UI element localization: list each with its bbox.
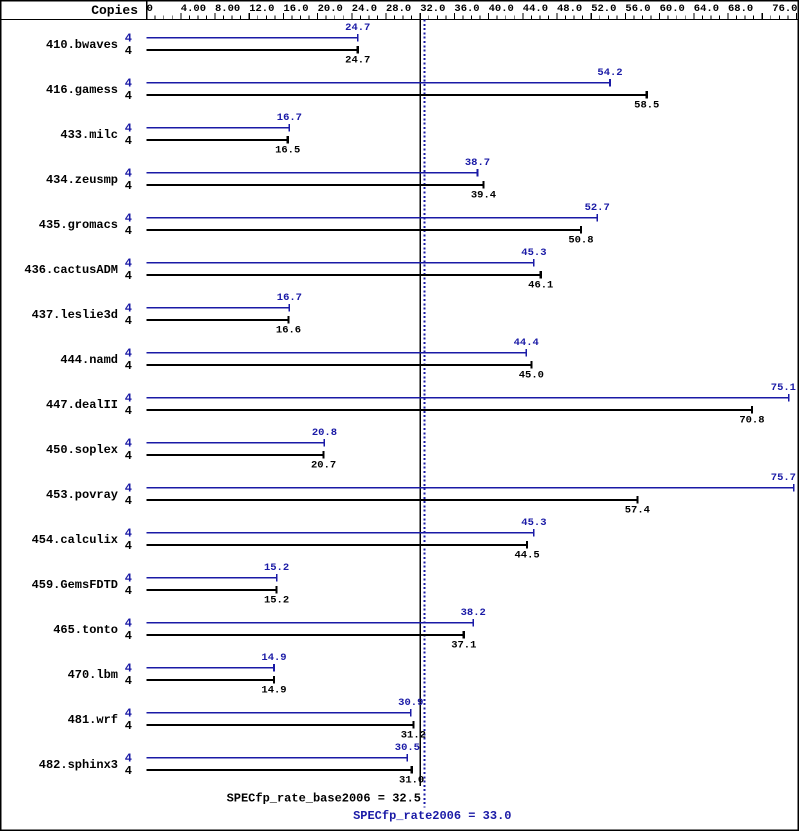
svg-text:16.7: 16.7	[277, 112, 302, 124]
svg-text:4: 4	[125, 269, 132, 283]
svg-text:57.4: 57.4	[625, 505, 650, 517]
svg-text:24.7: 24.7	[345, 55, 370, 67]
svg-text:16.6: 16.6	[276, 325, 301, 337]
svg-text:70.8: 70.8	[739, 415, 764, 427]
svg-text:15.2: 15.2	[264, 562, 289, 574]
svg-text:4: 4	[125, 404, 132, 418]
svg-text:SPECfp_rate_base2006 = 32.5: SPECfp_rate_base2006 = 32.5	[227, 792, 421, 806]
svg-text:20.7: 20.7	[311, 460, 336, 472]
svg-text:444.namd: 444.namd	[60, 353, 118, 367]
svg-text:SPECfp_rate2006 = 33.0: SPECfp_rate2006 = 33.0	[353, 809, 511, 823]
svg-text:20.8: 20.8	[312, 427, 337, 439]
svg-text:447.dealII: 447.dealII	[46, 398, 118, 412]
svg-text:52.7: 52.7	[585, 202, 610, 214]
svg-text:68.0: 68.0	[728, 3, 753, 15]
svg-text:38.7: 38.7	[465, 157, 490, 169]
svg-text:38.2: 38.2	[461, 607, 486, 619]
svg-text:14.9: 14.9	[261, 685, 286, 697]
svg-text:16.7: 16.7	[277, 292, 302, 304]
svg-text:8.00: 8.00	[215, 3, 240, 15]
svg-text:46.1: 46.1	[528, 280, 553, 292]
svg-text:45.0: 45.0	[519, 370, 544, 382]
svg-text:481.wrf: 481.wrf	[68, 713, 118, 727]
svg-text:45.3: 45.3	[521, 517, 546, 529]
svg-text:433.milc: 433.milc	[60, 128, 118, 142]
svg-text:31.0: 31.0	[399, 775, 424, 787]
svg-text:12.0: 12.0	[249, 3, 274, 15]
svg-text:436.cactusADM: 436.cactusADM	[24, 263, 118, 277]
svg-text:52.0: 52.0	[591, 3, 616, 15]
svg-text:470.lbm: 470.lbm	[68, 668, 118, 682]
svg-text:24.0: 24.0	[352, 3, 377, 15]
svg-text:44.4: 44.4	[514, 337, 539, 349]
svg-text:450.soplex: 450.soplex	[46, 443, 118, 457]
svg-text:28.0: 28.0	[386, 3, 411, 15]
svg-text:Copies: Copies	[91, 3, 138, 18]
svg-text:54.2: 54.2	[597, 67, 622, 79]
svg-text:16.0: 16.0	[283, 3, 308, 15]
svg-text:50.8: 50.8	[568, 235, 593, 247]
svg-text:40.0: 40.0	[489, 3, 514, 15]
svg-text:76.0: 76.0	[772, 3, 797, 15]
svg-text:454.calculix: 454.calculix	[32, 533, 118, 547]
svg-text:4: 4	[125, 359, 132, 373]
svg-text:4: 4	[125, 224, 132, 238]
svg-text:4: 4	[125, 494, 132, 508]
svg-text:4: 4	[125, 89, 132, 103]
svg-text:44.0: 44.0	[523, 3, 548, 15]
svg-text:4: 4	[125, 179, 132, 193]
svg-text:30.5: 30.5	[395, 742, 420, 754]
svg-text:44.5: 44.5	[514, 550, 539, 562]
svg-text:453.povray: 453.povray	[46, 488, 118, 502]
svg-text:4: 4	[125, 44, 132, 58]
svg-text:465.tonto: 465.tonto	[53, 623, 118, 637]
svg-text:32.0: 32.0	[420, 3, 445, 15]
svg-text:37.1: 37.1	[451, 640, 476, 652]
svg-text:58.5: 58.5	[634, 100, 659, 112]
svg-text:434.zeusmp: 434.zeusmp	[46, 173, 118, 187]
svg-text:24.7: 24.7	[345, 22, 370, 34]
svg-text:4: 4	[125, 584, 132, 598]
svg-text:31.2: 31.2	[401, 730, 426, 742]
svg-text:482.sphinx3: 482.sphinx3	[39, 758, 118, 772]
svg-text:459.GemsFDTD: 459.GemsFDTD	[32, 578, 118, 592]
svg-text:4.00: 4.00	[181, 3, 206, 15]
svg-text:60.0: 60.0	[660, 3, 685, 15]
svg-text:39.4: 39.4	[471, 190, 496, 202]
svg-text:4: 4	[125, 314, 132, 328]
svg-text:56.0: 56.0	[625, 3, 650, 15]
svg-text:45.3: 45.3	[521, 247, 546, 259]
svg-text:14.9: 14.9	[261, 652, 286, 664]
svg-text:410.bwaves: 410.bwaves	[46, 38, 118, 52]
svg-text:20.0: 20.0	[318, 3, 343, 15]
svg-text:75.1: 75.1	[771, 382, 796, 394]
svg-text:0: 0	[147, 3, 153, 15]
svg-text:16.5: 16.5	[275, 145, 300, 157]
svg-text:4: 4	[125, 449, 132, 463]
svg-text:416.gamess: 416.gamess	[46, 83, 118, 97]
svg-text:64.0: 64.0	[694, 3, 719, 15]
svg-text:437.leslie3d: 437.leslie3d	[32, 308, 118, 322]
svg-text:435.gromacs: 435.gromacs	[39, 218, 118, 232]
svg-text:30.9: 30.9	[398, 697, 423, 709]
svg-text:15.2: 15.2	[264, 595, 289, 607]
svg-text:4: 4	[125, 134, 132, 148]
svg-text:4: 4	[125, 764, 132, 778]
svg-text:4: 4	[125, 629, 132, 643]
svg-text:48.0: 48.0	[557, 3, 582, 15]
svg-text:4: 4	[125, 719, 132, 733]
svg-text:75.7: 75.7	[771, 472, 796, 484]
svg-text:4: 4	[125, 674, 132, 688]
svg-text:36.0: 36.0	[454, 3, 479, 15]
svg-text:4: 4	[125, 539, 132, 553]
